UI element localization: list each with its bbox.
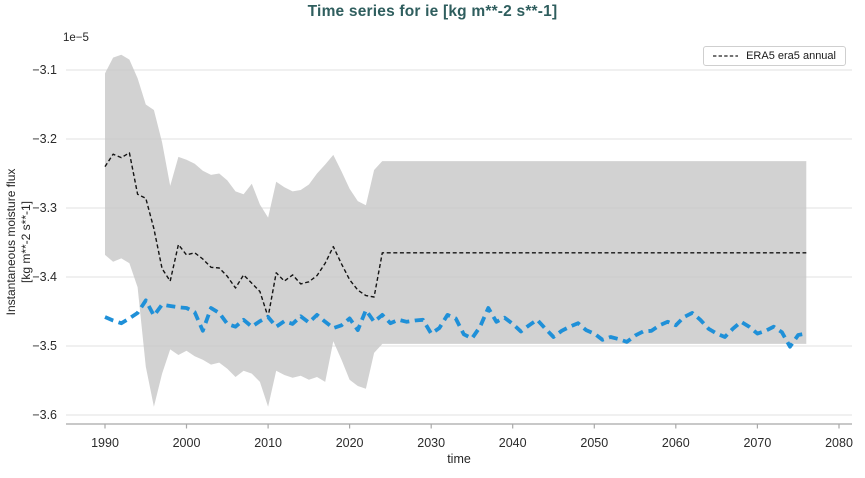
y-tick-label: −3.2 [32, 132, 57, 146]
y-tick-label: −3.6 [32, 408, 57, 422]
legend-label: ERA5 era5 annual [746, 50, 836, 62]
x-tick-label: 2020 [336, 436, 364, 450]
x-tick-label: 2010 [254, 436, 282, 450]
chart-title: Time series for ie [kg m**-2 s**-1] [307, 3, 558, 20]
x-tick-label: 2000 [173, 436, 201, 450]
x-tick-label: 2070 [743, 436, 771, 450]
y-axis-label: Instantaneous moisture flux [kg m**-2 s*… [4, 52, 34, 432]
legend-dash-swatch [713, 55, 739, 57]
gridlines [66, 69, 852, 416]
y-axis-label-line1: Instantaneous moisture flux [4, 168, 18, 316]
legend-box: ERA5 era5 annual [703, 46, 846, 66]
blue-dashed-line [104, 298, 807, 349]
x-tick-label: 2050 [580, 436, 608, 450]
y-axis: −3.1 −3.2 −3.3 −3.4 −3.5 −3.6 [32, 63, 57, 422]
era5-annual-line [104, 152, 807, 318]
y-tick-label: −3.1 [32, 63, 57, 77]
y-axis-offset-label: 1e−5 [63, 32, 89, 44]
x-axis: 1990 2000 2010 2020 2030 2040 2050 2060 2070 2080 [66, 423, 853, 450]
x-tick-label: 2060 [662, 436, 690, 450]
y-tick-label: −3.3 [32, 201, 57, 215]
y-tick-label: −3.4 [32, 270, 57, 284]
x-tick-label: 2040 [499, 436, 527, 450]
x-axis-label: time [447, 452, 471, 466]
y-axis-label-line2: [kg m**-2 s**-1] [19, 200, 33, 284]
x-tick-label: 2030 [417, 436, 445, 450]
uncertainty-band [105, 54, 807, 407]
y-tick-label: −3.5 [32, 339, 57, 353]
x-tick-label: 1990 [91, 436, 119, 450]
x-tick-label: 2080 [825, 436, 853, 450]
